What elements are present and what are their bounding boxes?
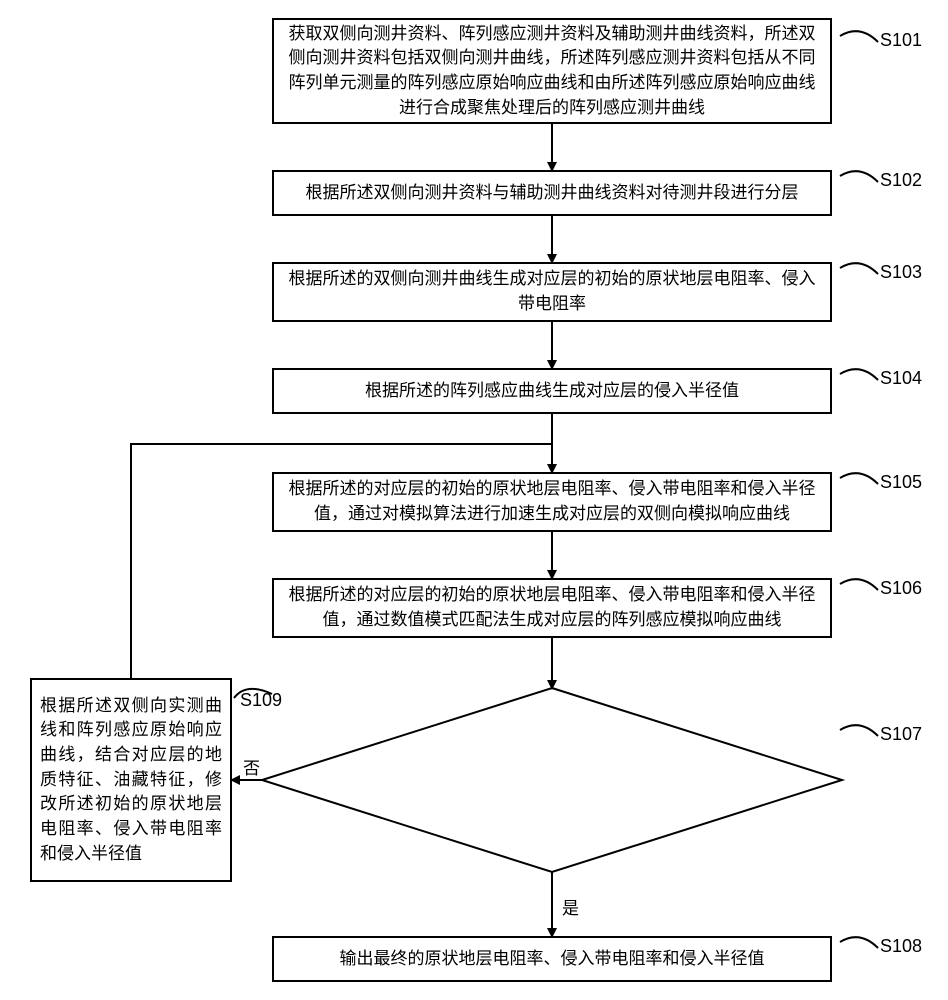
step-s106: 根据所述的对应层的初始的原状地层电阻率、侵入带电阻率和侵入半径值，通过数值模式匹… <box>272 578 832 638</box>
label-s103: S103 <box>880 262 922 283</box>
step-s105-text: 根据所述的对应层的初始的原状地层电阻率、侵入带电阻率和侵入半径值，通过对模拟算法… <box>284 477 820 526</box>
step-s109-text: 根据所述双侧向实测曲线和阵列感应原始响应曲线，结合对应层的地质特征、油藏特征，修… <box>40 694 222 866</box>
decision-s107: 分别判断对应层的双侧向模拟响应曲线与对应层的双侧向实测曲线以及所述阵列感应模拟响… <box>262 688 842 872</box>
step-s103: 根据所述的双侧向测井曲线生成对应层的初始的原状地层电阻率、侵入带电阻率 <box>272 262 832 322</box>
label-s107: S107 <box>880 724 922 745</box>
label-s104: S104 <box>880 368 922 389</box>
step-s102-text: 根据所述双侧向测井资料与辅助测井曲线资料对待测井段进行分层 <box>306 181 799 206</box>
step-s103-text: 根据所述的双侧向测井曲线生成对应层的初始的原状地层电阻率、侵入带电阻率 <box>284 267 820 316</box>
step-s108-text: 输出最终的原状地层电阻率、侵入带电阻率和侵入半径值 <box>340 947 765 972</box>
label-s102: S102 <box>880 170 922 191</box>
step-s101: 获取双侧向测井资料、阵列感应测井资料及辅助测井曲线资料，所述双侧向测井资料包括双… <box>272 18 832 124</box>
label-s106: S106 <box>880 578 922 599</box>
label-s101: S101 <box>880 30 922 51</box>
label-s108: S108 <box>880 936 922 957</box>
step-s108: 输出最终的原状地层电阻率、侵入带电阻率和侵入半径值 <box>272 936 832 982</box>
step-s104-text: 根据所述的阵列感应曲线生成对应层的侵入半径值 <box>365 379 739 404</box>
step-s105: 根据所述的对应层的初始的原状地层电阻率、侵入带电阻率和侵入半径值，通过对模拟算法… <box>272 472 832 532</box>
label-s109: S109 <box>240 690 282 711</box>
step-s102: 根据所述双侧向测井资料与辅助测井曲线资料对待测井段进行分层 <box>272 170 832 216</box>
step-s106-text: 根据所述的对应层的初始的原状地层电阻率、侵入带电阻率和侵入半径值，通过数值模式匹… <box>284 583 820 632</box>
edge-label-no: 否 <box>243 754 260 779</box>
step-s104: 根据所述的阵列感应曲线生成对应层的侵入半径值 <box>272 368 832 414</box>
step-s101-text: 获取双侧向测井资料、阵列感应测井资料及辅助测井曲线资料，所述双侧向测井资料包括双… <box>284 22 820 121</box>
edge-label-yes: 是 <box>562 894 579 919</box>
label-s105: S105 <box>880 472 922 493</box>
step-s109: 根据所述双侧向实测曲线和阵列感应原始响应曲线，结合对应层的地质特征、油藏特征，修… <box>30 678 232 882</box>
decision-s107-text: 分别判断对应层的双侧向模拟响应曲线与对应层的双侧向实测曲线以及所述阵列感应模拟响… <box>262 731 842 830</box>
